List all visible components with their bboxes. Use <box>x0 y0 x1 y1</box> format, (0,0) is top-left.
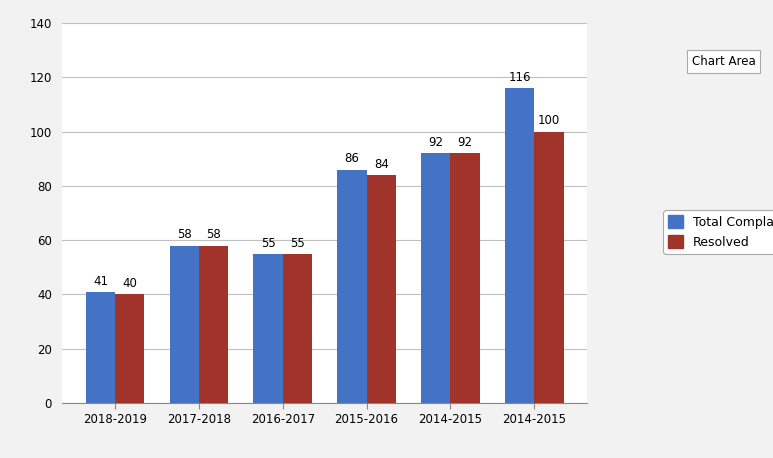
Text: 58: 58 <box>177 229 192 241</box>
Text: 92: 92 <box>428 136 443 149</box>
Text: 100: 100 <box>538 114 560 127</box>
Bar <box>505 88 534 403</box>
Text: 116: 116 <box>509 71 531 84</box>
Bar <box>451 153 480 403</box>
Text: 55: 55 <box>261 237 275 250</box>
Text: 58: 58 <box>206 229 221 241</box>
Text: Chart Area: Chart Area <box>692 55 755 68</box>
Bar <box>366 175 396 403</box>
Text: 86: 86 <box>345 153 359 165</box>
Bar <box>534 131 564 403</box>
Text: 41: 41 <box>93 275 108 288</box>
Text: 55: 55 <box>290 237 305 250</box>
Bar <box>254 254 283 403</box>
Bar <box>421 153 451 403</box>
Bar <box>337 169 366 403</box>
Text: 92: 92 <box>458 136 472 149</box>
Bar <box>86 292 115 403</box>
Text: 84: 84 <box>374 158 389 171</box>
Bar <box>199 245 228 403</box>
Bar <box>283 254 312 403</box>
Bar <box>115 294 145 403</box>
Text: 40: 40 <box>122 278 137 290</box>
Legend: Total Complaints, Resolved: Total Complaints, Resolved <box>663 210 773 254</box>
Bar <box>169 245 199 403</box>
